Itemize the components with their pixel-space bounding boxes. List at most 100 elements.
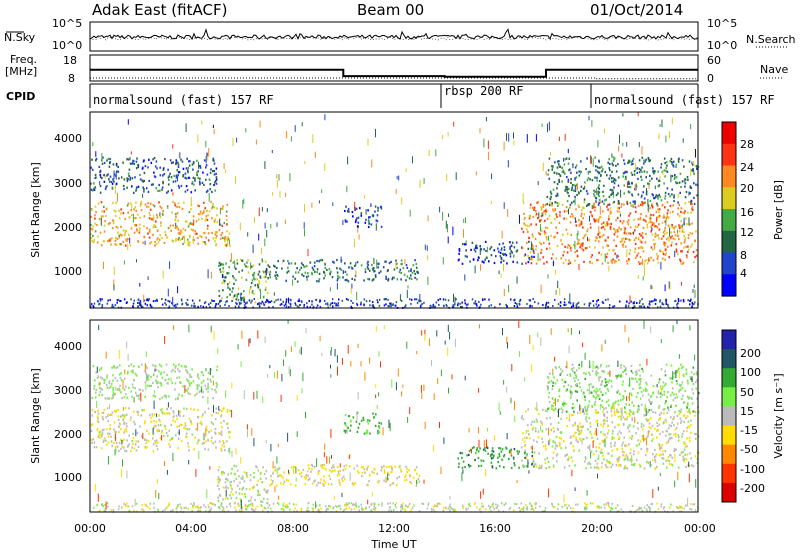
power-cell: [594, 246, 596, 248]
power-cell: [614, 157, 616, 159]
velocity-cell: [606, 417, 608, 419]
velocity-cell: [120, 372, 122, 374]
velocity-cell: [689, 452, 691, 454]
velocity-cell: [314, 466, 316, 468]
power-cell: [556, 213, 558, 215]
power-cell: [624, 241, 626, 243]
power-cell: [377, 266, 379, 268]
power-noise-cell: [644, 268, 645, 277]
power-cell: [133, 208, 135, 210]
power-cell: [301, 262, 303, 264]
velocity-cell: [218, 412, 220, 414]
power-cell: [361, 212, 363, 214]
cpid-label: CPID: [6, 90, 35, 103]
power-cell: [212, 203, 214, 205]
power-cell: [196, 233, 198, 235]
power-cell: [288, 262, 290, 264]
power-noise-cell: [145, 241, 146, 245]
velocity-cell: [665, 460, 667, 462]
velocity-cell: [524, 437, 526, 439]
velocity-cell: [166, 432, 168, 434]
velocity-cell: [564, 466, 566, 468]
velocity-cell: [123, 422, 125, 424]
power-ground-cell: [193, 303, 195, 305]
power-noise-cell: [622, 113, 623, 116]
velocity-cell: [693, 465, 695, 467]
power-cell: [602, 191, 604, 193]
power-ground-cell: [169, 301, 171, 303]
power-cell: [666, 238, 668, 240]
power-cell: [556, 216, 558, 218]
power-noise-cell: [247, 232, 248, 236]
power-ground-cell: [491, 304, 493, 306]
power-cell: [190, 208, 192, 210]
velocity-cell: [662, 453, 664, 455]
velocity-cell: [231, 497, 233, 499]
power-ground-cell: [678, 300, 680, 302]
power-cell: [554, 161, 556, 163]
power-cell: [332, 276, 334, 278]
velocity-cell: [134, 423, 136, 425]
power-ground-cell: [325, 303, 327, 305]
power-cell: [103, 210, 105, 212]
velocity-cell: [174, 421, 176, 423]
velocity-cell: [595, 409, 597, 411]
velocity-cell: [106, 428, 108, 430]
power-cell: [202, 172, 204, 174]
power-colorbar-swatch: [722, 122, 736, 144]
power-cell: [462, 243, 464, 245]
power-cell: [372, 214, 374, 216]
velocity-cell: [646, 451, 648, 453]
velocity-cell: [320, 478, 322, 480]
velocity-cell: [610, 466, 612, 468]
power-noise-cell: [142, 194, 143, 198]
velocity-cell: [191, 368, 193, 370]
velocity-cell: [623, 416, 625, 418]
power-cell: [687, 212, 689, 214]
power-ground-cell: [162, 304, 164, 306]
velocity-cell: [176, 418, 178, 420]
velocity-cell: [669, 460, 671, 462]
power-cell: [336, 259, 338, 261]
power-cell: [612, 164, 614, 166]
velocity-cell: [584, 399, 586, 401]
velocity-cell: [670, 406, 672, 408]
power-cell: [213, 237, 215, 239]
station-title: Adak East (fitACF): [92, 1, 227, 19]
power-cell: [603, 195, 605, 197]
velocity-cell: [308, 479, 310, 481]
velocity-cell: [322, 464, 324, 466]
velocity-cell: [406, 471, 408, 473]
velocity-cell: [551, 404, 553, 406]
velocity-cell: [114, 393, 116, 395]
velocity-cell: [117, 389, 119, 391]
power-cell: [567, 200, 569, 202]
power-cell: [695, 184, 697, 186]
power-cell: [642, 204, 644, 206]
velocity-cell: [109, 414, 111, 416]
power-cell: [680, 262, 682, 264]
power-cell: [367, 264, 369, 266]
power-noise-cell: [488, 141, 489, 149]
power-ground-cell: [94, 303, 96, 305]
power-cell: [363, 279, 365, 281]
power-cell: [626, 260, 628, 262]
power-cell: [182, 236, 184, 238]
power-cell: [109, 166, 111, 168]
power-ground-cell: [350, 300, 352, 302]
velocity-cell: [218, 500, 220, 502]
power-ground-cell: [137, 305, 139, 307]
power-cell: [636, 255, 638, 257]
power-ground-cell: [224, 304, 226, 306]
power-ground-cell: [101, 306, 103, 308]
power-ground-cell: [205, 301, 207, 303]
power-ground-cell: [311, 304, 313, 306]
velocity-cell: [656, 453, 658, 455]
power-cell: [527, 231, 529, 233]
power-cell: [551, 165, 553, 167]
velocity-cell: [133, 379, 135, 381]
velocity-cell: [684, 449, 686, 451]
power-cell: [593, 203, 595, 205]
velocity-cell: [357, 470, 359, 472]
power-cell: [181, 231, 183, 233]
